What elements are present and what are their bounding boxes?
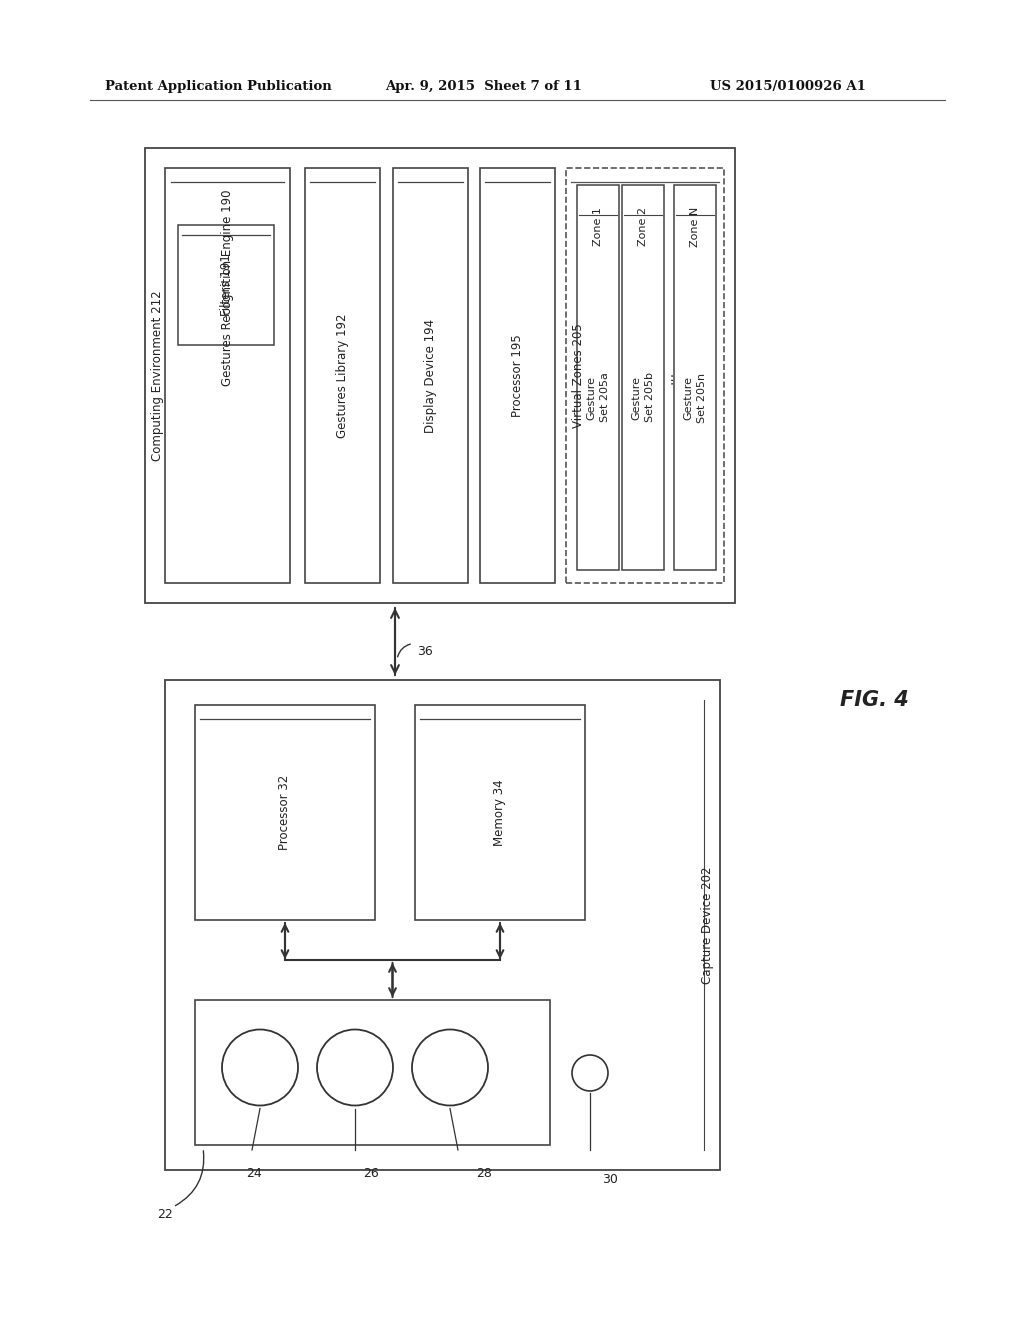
Text: 26: 26 xyxy=(362,1167,379,1180)
Text: 30: 30 xyxy=(602,1173,617,1185)
Text: Gesture
Set 205n: Gesture Set 205n xyxy=(683,372,707,422)
Text: Filters 191: Filters 191 xyxy=(219,253,232,315)
Text: Apr. 9, 2015  Sheet 7 of 11: Apr. 9, 2015 Sheet 7 of 11 xyxy=(385,81,582,92)
Text: 24: 24 xyxy=(246,1167,262,1180)
Text: 22: 22 xyxy=(157,1209,173,1221)
FancyBboxPatch shape xyxy=(480,168,555,583)
Text: 28: 28 xyxy=(476,1167,492,1180)
FancyBboxPatch shape xyxy=(566,168,724,583)
Text: Processor 195: Processor 195 xyxy=(511,334,524,417)
FancyBboxPatch shape xyxy=(674,185,716,570)
Text: Capture Device 202: Capture Device 202 xyxy=(700,866,714,983)
FancyBboxPatch shape xyxy=(165,680,720,1170)
Text: Gestures Recognition Engine 190: Gestures Recognition Engine 190 xyxy=(221,190,234,387)
FancyBboxPatch shape xyxy=(165,168,290,583)
Text: Zone 1: Zone 1 xyxy=(593,207,603,246)
Text: Processor 32: Processor 32 xyxy=(279,775,292,850)
Text: FIG. 4: FIG. 4 xyxy=(840,690,908,710)
Text: Zone 2: Zone 2 xyxy=(638,207,648,246)
Circle shape xyxy=(317,1030,393,1106)
FancyBboxPatch shape xyxy=(393,168,468,583)
Text: Virtual Zones 205: Virtual Zones 205 xyxy=(571,323,585,428)
Text: Gesture
Set 205b: Gesture Set 205b xyxy=(632,372,654,422)
Text: Computing Environment 212: Computing Environment 212 xyxy=(151,290,164,461)
Text: 36: 36 xyxy=(417,645,433,657)
FancyBboxPatch shape xyxy=(195,705,375,920)
Text: Patent Application Publication: Patent Application Publication xyxy=(105,81,332,92)
FancyBboxPatch shape xyxy=(195,1001,550,1144)
FancyBboxPatch shape xyxy=(577,185,618,570)
FancyBboxPatch shape xyxy=(415,705,585,920)
Text: ...: ... xyxy=(662,371,676,384)
Text: US 2015/0100926 A1: US 2015/0100926 A1 xyxy=(710,81,866,92)
Text: Gestures Library 192: Gestures Library 192 xyxy=(336,313,349,438)
FancyBboxPatch shape xyxy=(305,168,380,583)
Text: Display Device 194: Display Device 194 xyxy=(424,318,437,433)
Text: Zone N: Zone N xyxy=(690,207,700,247)
Circle shape xyxy=(222,1030,298,1106)
Circle shape xyxy=(572,1055,608,1092)
FancyBboxPatch shape xyxy=(145,148,735,603)
FancyBboxPatch shape xyxy=(622,185,664,570)
FancyBboxPatch shape xyxy=(178,224,274,345)
Circle shape xyxy=(412,1030,488,1106)
Text: Memory 34: Memory 34 xyxy=(494,779,507,846)
Text: Gesture
Set 205a: Gesture Set 205a xyxy=(587,372,609,422)
